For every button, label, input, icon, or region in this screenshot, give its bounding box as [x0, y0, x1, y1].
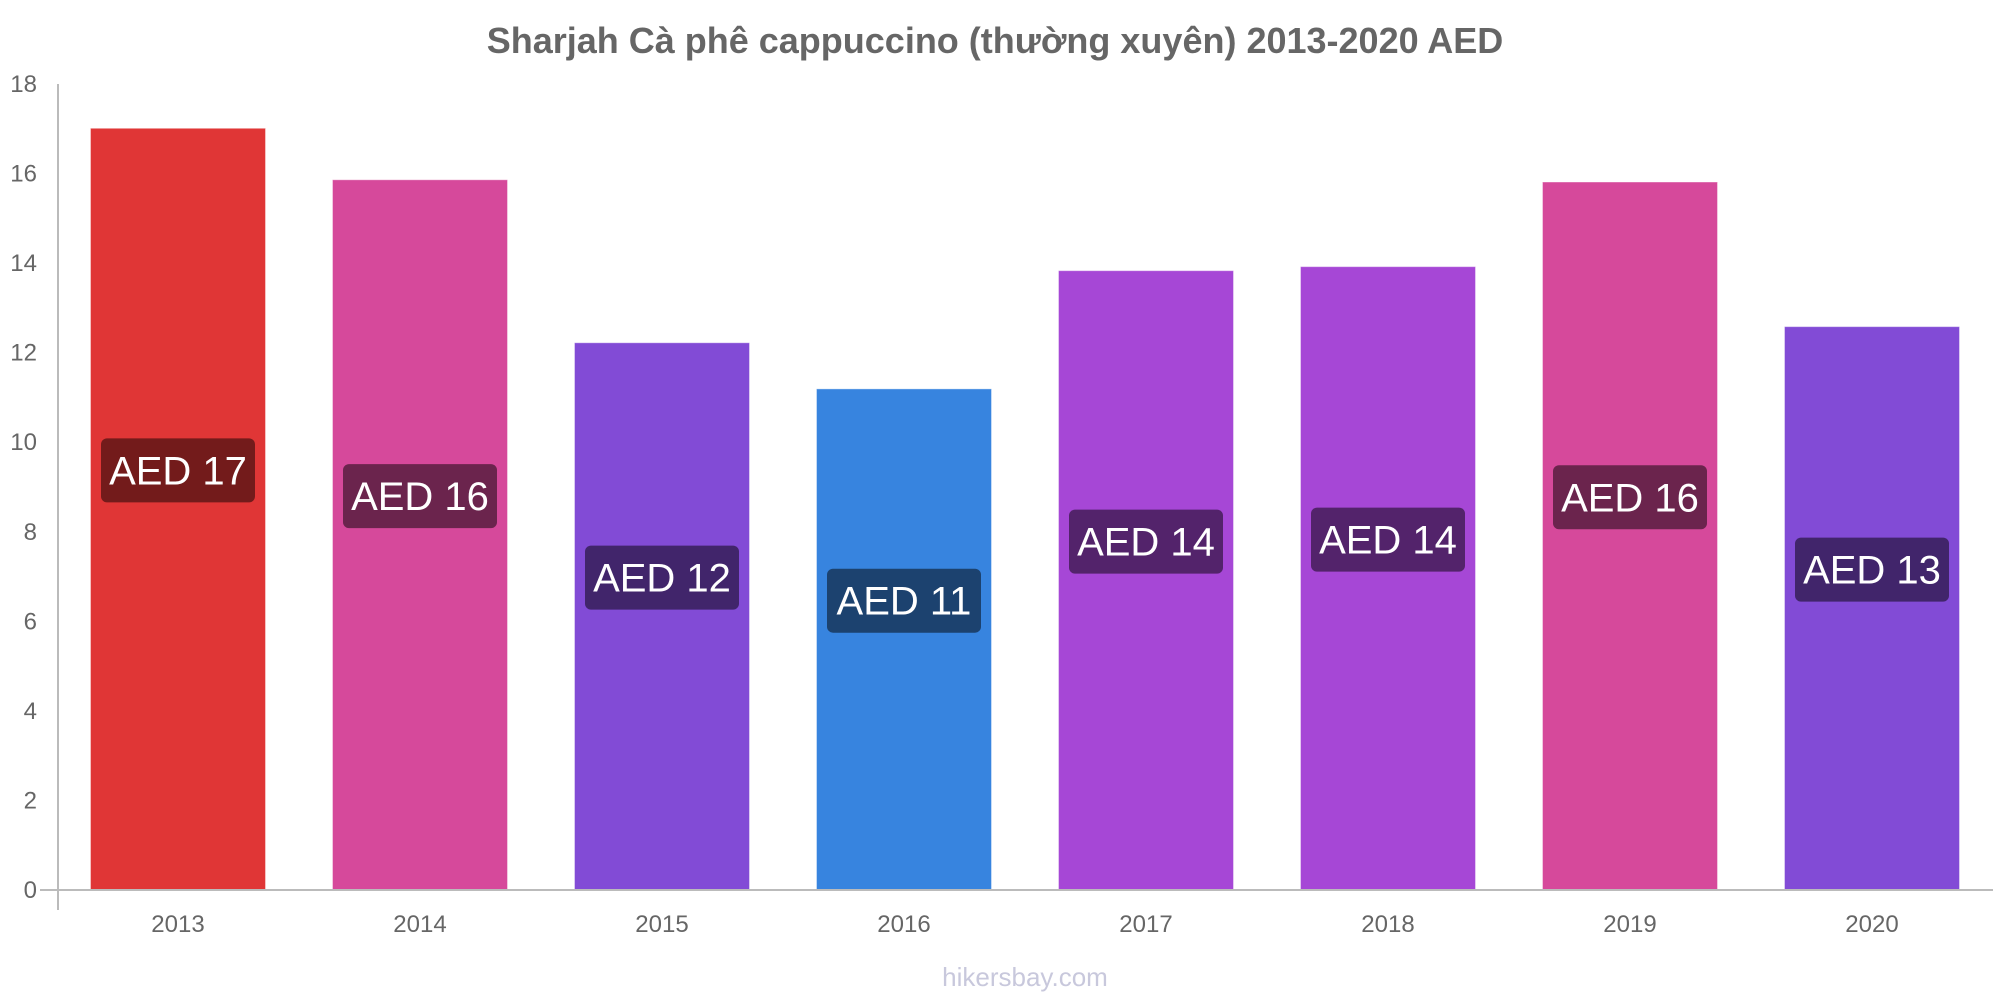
watermark: hikersbay.com	[942, 962, 1108, 992]
y-tick-label: 8	[24, 519, 37, 546]
y-tick-label: 16	[10, 161, 37, 188]
data-label-2019: AED 16	[1553, 465, 1707, 530]
x-tick-label: 2020	[1845, 911, 1898, 938]
bar-2017	[1058, 270, 1234, 891]
x-tick-label: 2013	[151, 911, 204, 938]
x-tick-label: 2018	[1361, 911, 1414, 938]
y-tick-label: 14	[10, 250, 37, 277]
data-label-text: AED 14	[1077, 521, 1215, 565]
data-label-text: AED 17	[109, 449, 247, 493]
x-tick-label: 2015	[635, 911, 688, 938]
data-labels: AED 17 AED 16 AED 12 AED 11 AED 14 AED 14 AED …	[101, 438, 1949, 633]
data-label-box	[101, 438, 255, 503]
y-tick-label: 12	[10, 340, 37, 367]
y-axis-ticks: 0 2 4 6 8 10 12 14 16 18	[10, 71, 58, 904]
data-label-box	[1553, 465, 1707, 530]
data-label-2020: AED 13	[1795, 537, 1949, 602]
y-tick-label: 0	[24, 877, 37, 904]
data-label-2015: AED 12	[585, 545, 739, 610]
data-label-2018: AED 14	[1311, 507, 1465, 572]
y-tick-label: 4	[24, 698, 37, 725]
data-label-box	[585, 545, 739, 610]
y-tick-label: 10	[10, 429, 37, 456]
data-label-2013: AED 17	[101, 438, 255, 503]
data-label-2017: AED 14	[1069, 509, 1223, 574]
data-label-2016: AED 11	[827, 568, 981, 633]
data-label-box	[1795, 537, 1949, 602]
y-tick-label: 2	[24, 787, 37, 814]
bar-2016	[816, 388, 992, 891]
data-label-text: AED 12	[593, 557, 731, 601]
data-label-2014: AED 16	[343, 464, 497, 529]
bar-2014	[332, 179, 508, 891]
x-tick-label: 2016	[877, 911, 930, 938]
data-label-box	[343, 464, 497, 529]
y-tick-label: 18	[10, 71, 37, 98]
bar-2015	[574, 342, 750, 891]
bars	[90, 128, 1960, 891]
bar-2020	[1784, 326, 1960, 891]
bar-2018	[1300, 266, 1476, 891]
data-label-text: AED 11	[837, 580, 972, 624]
x-tick-label: 2019	[1603, 911, 1656, 938]
data-label-box	[1311, 507, 1465, 572]
chart-title: Sharjah Cà phê cappuccino (thường xuyên)…	[487, 20, 1504, 61]
data-label-text: AED 16	[1561, 476, 1699, 520]
x-axis-ticks: 2013 2014 2015 2016 2017 2018 2019 2020	[151, 911, 1898, 938]
data-label-text: AED 13	[1803, 549, 1941, 593]
x-tick-label: 2014	[393, 911, 446, 938]
y-tick-label: 6	[24, 608, 37, 635]
bar-2019	[1542, 182, 1718, 891]
data-label-text: AED 14	[1319, 519, 1457, 563]
data-label-box	[827, 568, 981, 633]
bar-2013	[90, 128, 266, 891]
data-label-box	[1069, 509, 1223, 574]
data-label-text: AED 16	[351, 475, 489, 519]
x-tick-label: 2017	[1119, 911, 1172, 938]
